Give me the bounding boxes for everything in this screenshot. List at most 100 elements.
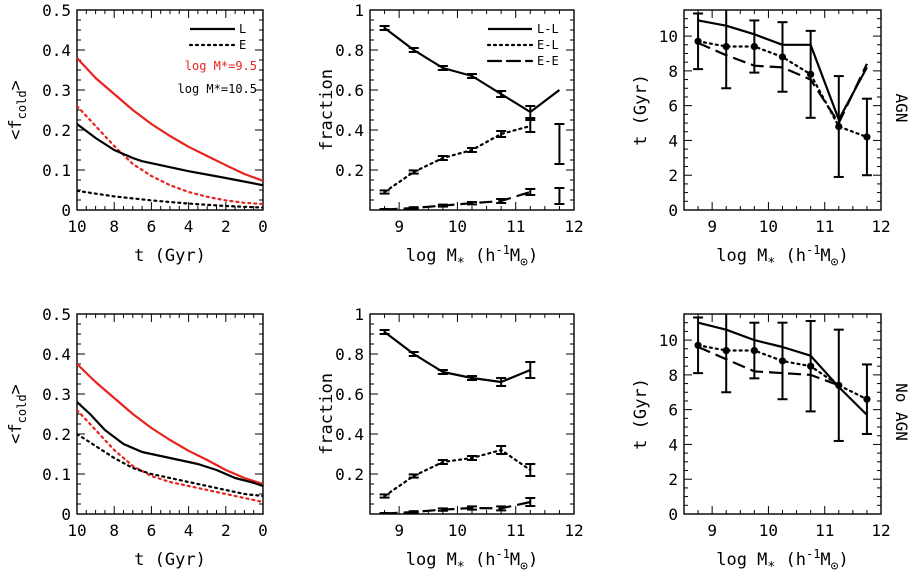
plot-frame [76, 313, 264, 515]
data-point [807, 70, 815, 78]
y-tick-label: 0.6 [335, 385, 364, 404]
y-axis-label-sub: cold [15, 90, 29, 119]
y-tick-label: 8 [668, 62, 678, 81]
x-tick-label: 12 [871, 521, 890, 540]
y-tick-label: 0.4 [42, 345, 71, 364]
series-line-L-L [383, 27, 561, 114]
x-tick-label: 10 [448, 217, 467, 236]
y-tick-label: 0.2 [335, 161, 364, 180]
x-tick-label: 12 [564, 217, 583, 236]
x-tick-label: 0 [258, 521, 268, 540]
y-axis-label-end: > [6, 384, 26, 394]
x-label-open: (h [465, 246, 496, 266]
x-label-m: M [820, 550, 830, 570]
panel-top-right: 9 10 11 12 0 2 4 6 8 10 log M* (h-1M⊙) t (Gyr) [631, 9, 891, 271]
x-tick-label: 8 [109, 521, 119, 540]
series-line-dotted [77, 189, 263, 209]
x-tick-label: 12 [564, 521, 583, 540]
x-tick-label: 6 [147, 217, 157, 236]
y-tick-label: 0 [668, 505, 678, 524]
x-tick-label: 9 [394, 217, 404, 236]
x-label-log: log M [716, 246, 767, 266]
x-tick-label: 0 [258, 217, 268, 236]
panel-bottom-left: 10 8 6 4 2 0 0 0.1 0.2 0.3 0.4 0.5 t (Gyr) <fcold> [6, 305, 268, 570]
y-tick-label: 4 [668, 131, 678, 150]
x-label-log: log M [406, 246, 457, 266]
x-label-close: ) [839, 550, 849, 570]
data-point [750, 346, 758, 355]
series-line-dashed [697, 41, 868, 125]
x-tick-label: 4 [184, 217, 194, 236]
y-tick-label: 4 [668, 435, 678, 454]
x-tick-label: 11 [506, 521, 525, 540]
x-label-exp: -1 [806, 243, 820, 257]
y-tick-label: 0.5 [42, 305, 71, 324]
y-tick-label: 10 [659, 331, 678, 350]
series-line-dotted [77, 432, 263, 498]
series-line-dotted [77, 408, 263, 504]
series-line-solid [77, 123, 263, 187]
data-point [722, 346, 730, 355]
y-axis-label-end: > [6, 80, 26, 90]
data-point [835, 122, 843, 131]
y-tick-label: 0.3 [42, 385, 71, 404]
legend-label: E-L [537, 38, 559, 52]
data-layer [693, 314, 872, 442]
y-tick-label: 0.1 [42, 161, 71, 180]
y-tick-label: 6 [668, 97, 678, 116]
legend-label: E-E [537, 54, 559, 68]
panel-bottom-middle: 9 10 11 12 0.2 0.4 0.6 0.8 1 log M* (h-1M⊙) fracti… [317, 305, 584, 574]
x-tick-label: 11 [506, 217, 525, 236]
x-label-sun: ⊙ [520, 559, 528, 574]
series-line-solid [77, 363, 263, 486]
y-axis-label: t (Gyr) [631, 74, 651, 146]
y-tick-label: 10 [659, 27, 678, 46]
y-axis-label: <fcold> [6, 384, 29, 444]
panel-bottom-right: 9 10 11 12 0 2 4 6 8 10 log M* (h-1M⊙) t (Gyr) [631, 313, 891, 574]
x-label-open: (h [775, 550, 806, 570]
x-label-m: M [510, 246, 520, 266]
data-point [863, 133, 871, 141]
series-line-dotted [77, 104, 263, 206]
y-tick-label: 0.4 [335, 425, 364, 444]
x-label-star: * [457, 256, 465, 271]
data-point [778, 53, 787, 61]
legend-label: L [239, 22, 246, 36]
x-tick-label: 2 [221, 217, 231, 236]
x-tick-label: 12 [871, 217, 890, 236]
series-line-E-L [383, 448, 532, 498]
series-line-solid [77, 401, 263, 488]
y-tick-label: 0.2 [42, 121, 71, 140]
y-tick-label: 0.8 [335, 41, 364, 60]
legend-label: E [239, 38, 246, 52]
y-tick-label: 0.5 [42, 1, 71, 20]
x-axis-label: t (Gyr) [134, 246, 206, 266]
y-axis-label-main: <f [6, 119, 26, 139]
y-tick-label: 0 [61, 505, 71, 524]
y-axis-label-sub: cold [15, 394, 29, 423]
x-label-open: (h [775, 246, 806, 266]
y-tick-label: 0.2 [42, 425, 71, 444]
y-tick-label: 0.8 [335, 345, 364, 364]
data-layer [693, 10, 872, 178]
y-tick-label: 2 [668, 470, 678, 489]
data-point [778, 357, 787, 365]
y-tick-label: 1 [354, 305, 364, 324]
data-layer [77, 57, 263, 209]
panel-top-left: 10 8 6 4 2 0 0 0.1 0.2 0.3 0.4 0.5 t (Gyr) <fcold> LEl… [6, 1, 268, 266]
y-tick-label: 0.6 [335, 81, 364, 100]
x-axis-label: t (Gyr) [134, 550, 206, 570]
x-label-sun: ⊙ [520, 255, 528, 270]
x-tick-label: 9 [394, 521, 404, 540]
x-label-open: (h [465, 550, 496, 570]
y-tick-label: 0.1 [42, 465, 71, 484]
x-label-close: ) [528, 246, 538, 266]
x-tick-label: 8 [109, 217, 119, 236]
x-label-close: ) [528, 550, 538, 570]
x-label-star: * [767, 256, 775, 271]
y-tick-label: 0 [61, 201, 71, 220]
data-point [863, 395, 871, 403]
y-tick-label: 0.4 [335, 121, 364, 140]
y-axis-label-main: <f [6, 423, 26, 443]
